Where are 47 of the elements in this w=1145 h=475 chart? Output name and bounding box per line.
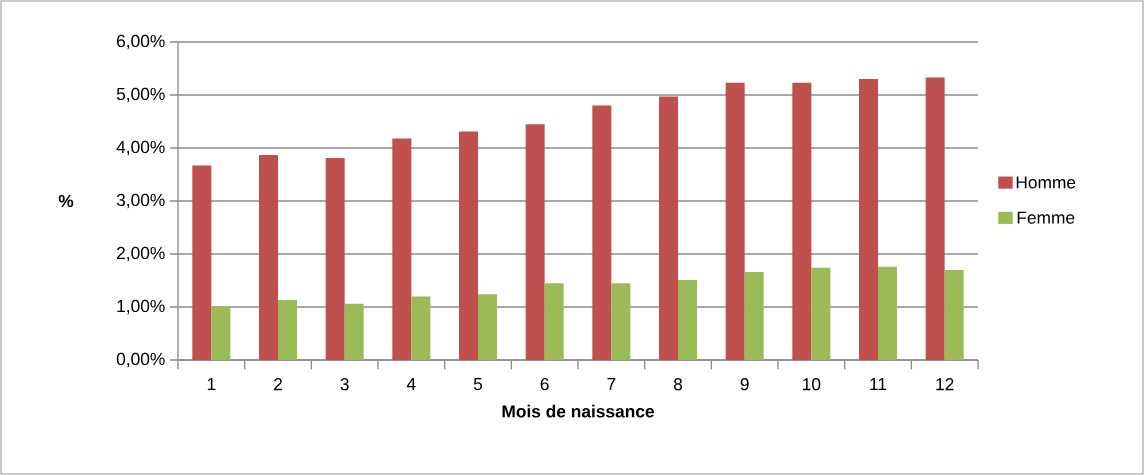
bar [744,272,764,360]
bar [459,131,479,360]
x-tick-label: 6 [540,378,549,391]
x-axis-title: Mois de naissance [502,404,654,418]
x-tick-label: 7 [607,378,616,390]
x-tick-label: 4 [406,378,416,390]
bar [192,165,212,360]
y-tick-label: 2,00% [117,246,165,262]
bar [211,305,231,360]
x-tick-label: 11 [870,378,887,390]
x-tick-label: 2 [274,378,282,391]
y-tick-label: 6,00% [117,34,165,50]
bar [611,283,631,360]
y-tick-label: 4,00% [116,140,165,156]
bar [478,294,497,360]
bar [278,300,297,360]
x-tick-label: 1 [207,378,216,390]
bar [944,269,964,360]
y-tick-label: 3,00% [116,193,165,209]
bar [259,154,278,360]
bar [544,283,564,360]
x-tick-label: 8 [673,378,683,391]
bar [678,279,698,360]
bar [344,303,364,360]
x-tick-label: 5 [473,378,483,391]
bar [725,82,745,360]
y-tick-label: 1,00% [117,299,165,315]
bar [592,105,612,360]
x-tick-label: 10 [803,378,821,391]
legend-label: Homme [1016,176,1076,189]
x-tick-label: 12 [936,378,954,391]
bar [925,77,945,360]
legend-label: Femme [1017,211,1075,224]
x-tick-label: 9 [740,378,749,391]
bar [411,296,431,360]
bar [859,79,879,360]
bar [792,82,812,360]
bar [392,138,412,360]
y-tick-label: 0,00% [116,352,165,368]
y-tick-label: 5,00% [116,87,165,103]
bar [878,266,898,360]
bar [659,96,679,360]
bar [525,124,545,360]
x-tick-label: 3 [340,378,349,391]
y-axis-title: % [58,194,74,208]
bar [811,267,831,360]
bar [325,158,345,360]
